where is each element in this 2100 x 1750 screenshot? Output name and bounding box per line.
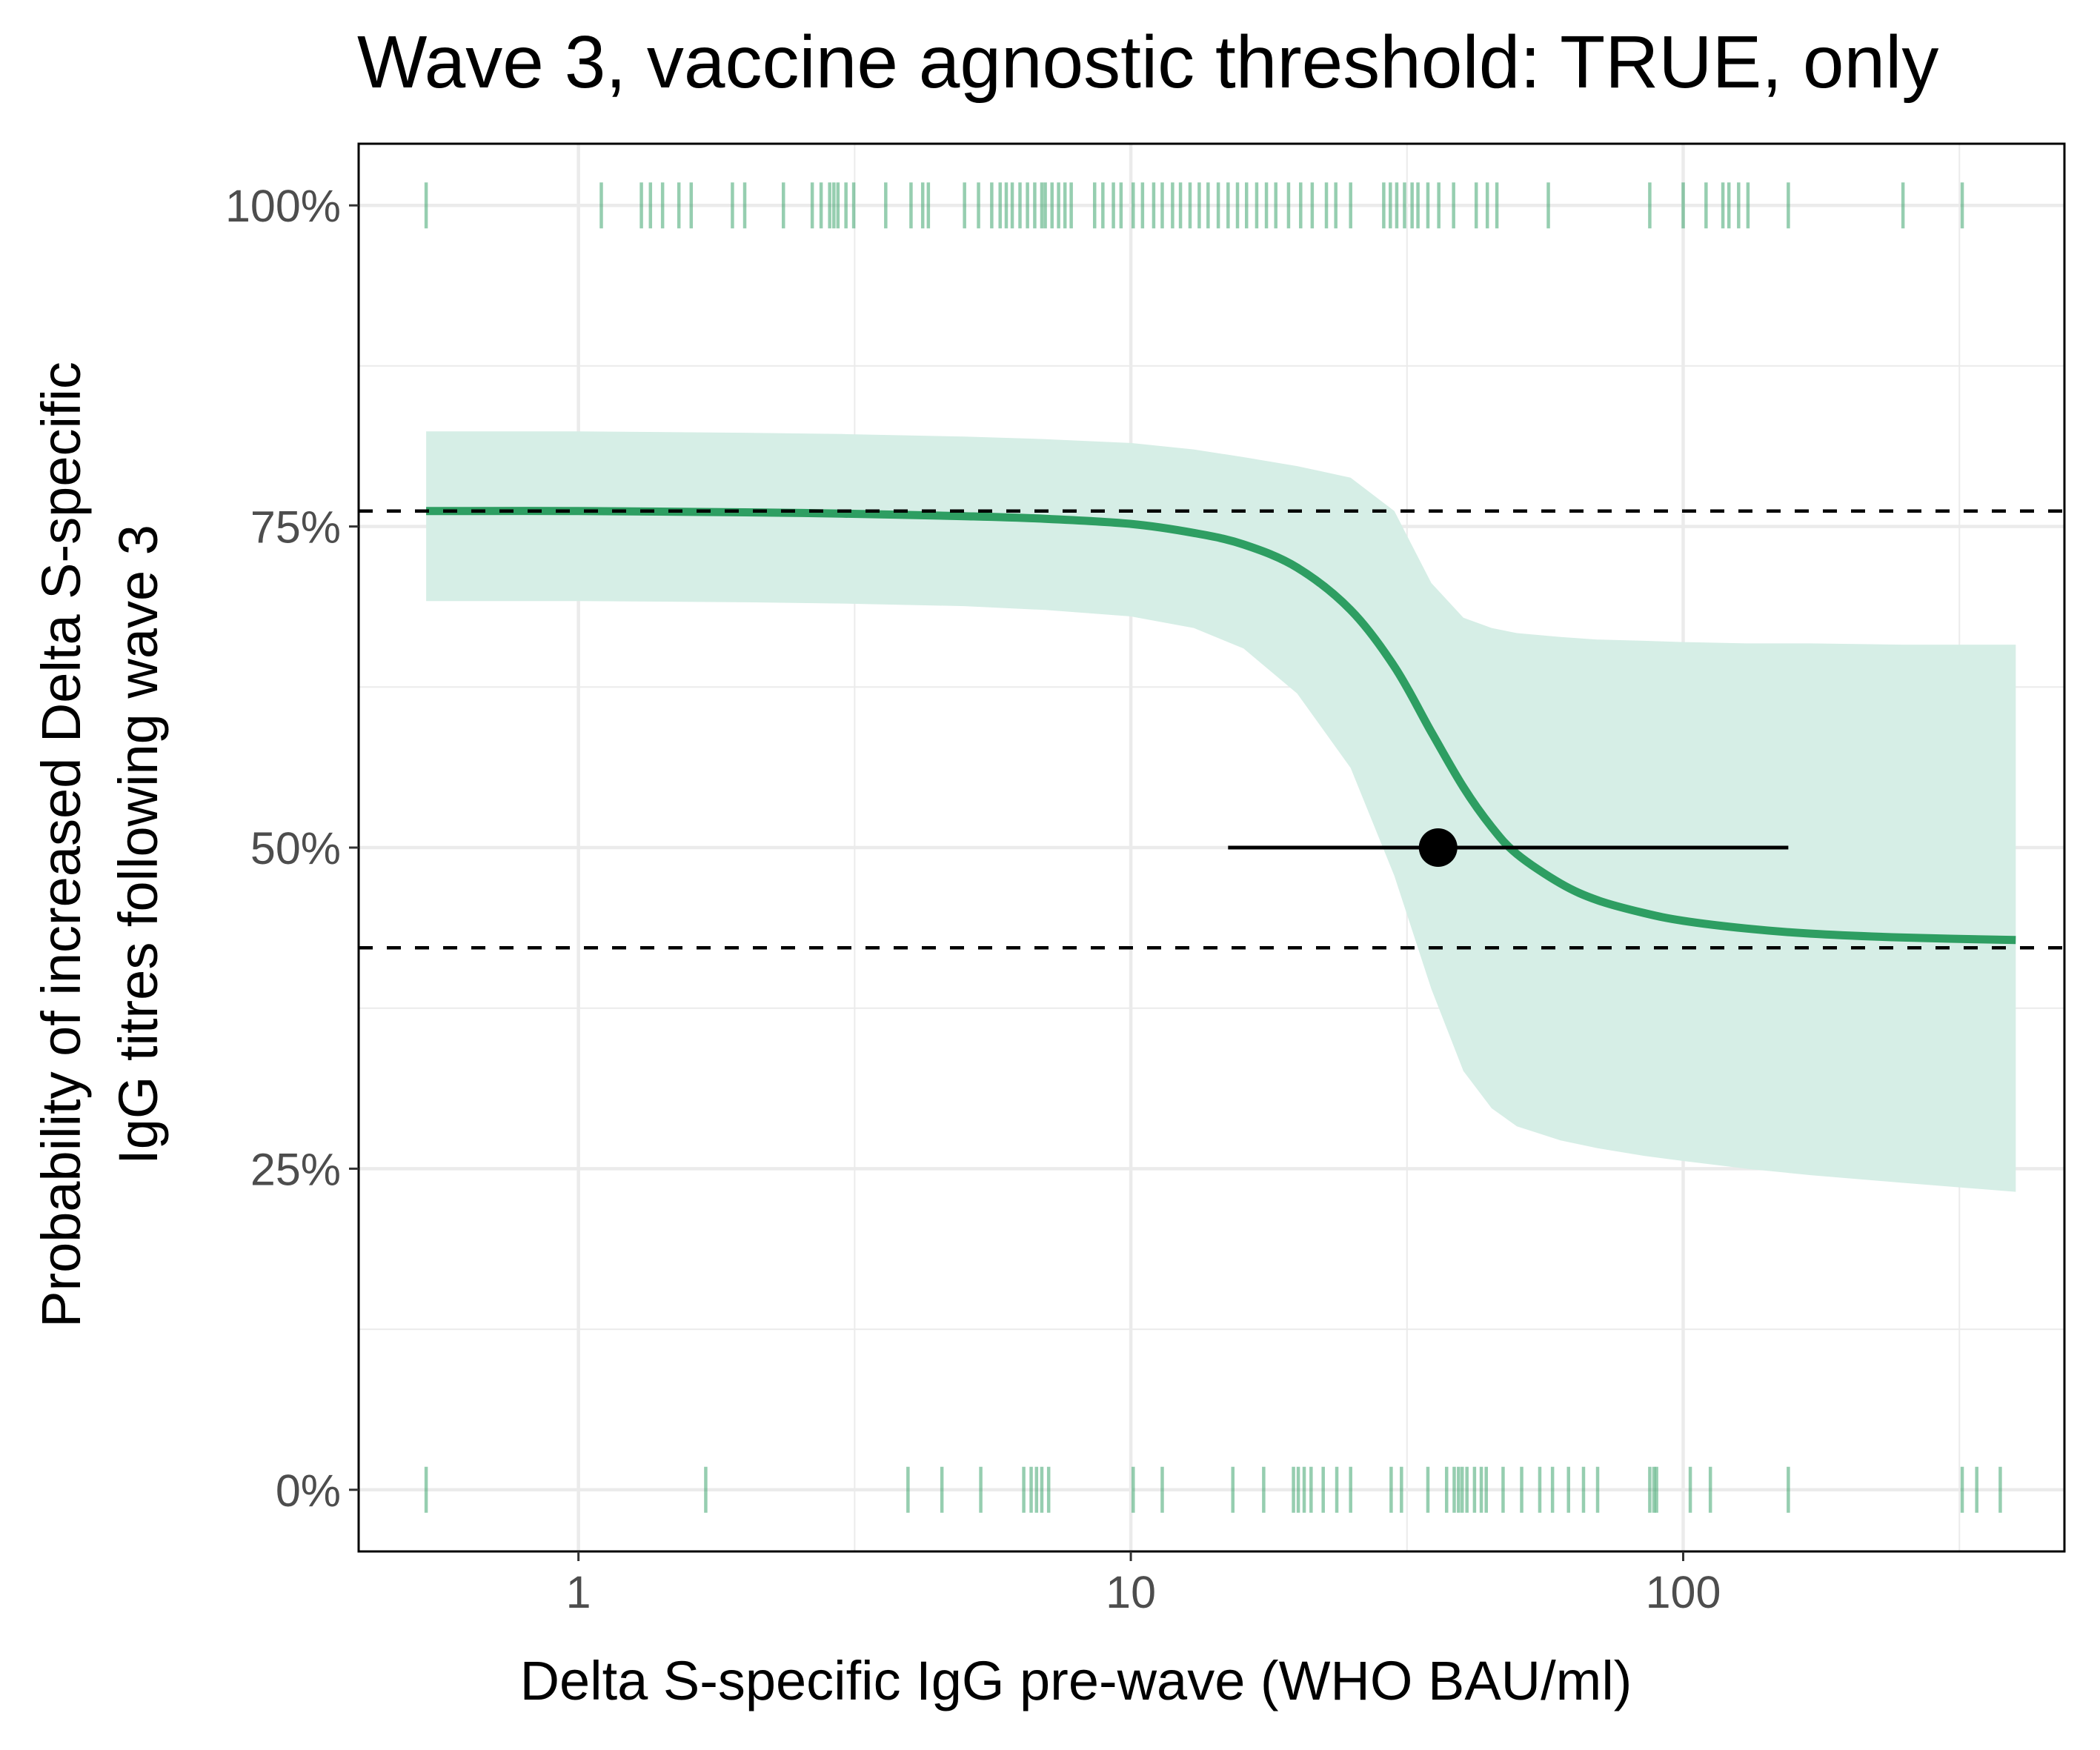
- reference-lines-layer: [359, 509, 2064, 950]
- confidence-band-layer: [426, 431, 2016, 1192]
- x-axis-title: Delta S-specific IgG pre-wave (WHO BAU/m…: [520, 1650, 1632, 1711]
- y-tick-label: 75%: [250, 502, 341, 553]
- y-axis-title-line-1: Probability of increased Delta S-specifi…: [30, 362, 92, 1328]
- y-tick-label: 0%: [276, 1465, 341, 1516]
- y-tick-label: 50%: [250, 823, 341, 874]
- threshold-point-layer: [1228, 828, 1789, 867]
- chart-title: Wave 3, vaccine agnostic threshold: TRUE…: [357, 21, 1938, 104]
- y-axis-title-line-2: IgG titres following wave 3: [107, 525, 169, 1165]
- fit-line-layer: [426, 507, 2016, 945]
- y-axis: 0% 25% 50% 75% 100%: [225, 181, 359, 1516]
- x-tick-label: 1: [566, 1567, 591, 1617]
- y-tick-label: 100%: [225, 181, 341, 231]
- rug-layer: [424, 182, 2002, 1513]
- confidence-band: [426, 431, 2016, 1192]
- x-axis: 1 10 100: [566, 1551, 1721, 1617]
- threshold-point: [1418, 828, 1458, 867]
- fit-line: [426, 507, 2016, 945]
- y-axis-title: Probability of increased Delta S-specifi…: [30, 362, 169, 1328]
- x-tick-label: 100: [1646, 1567, 1721, 1617]
- y-tick-label: 25%: [250, 1144, 341, 1194]
- x-tick-label: 10: [1106, 1567, 1156, 1617]
